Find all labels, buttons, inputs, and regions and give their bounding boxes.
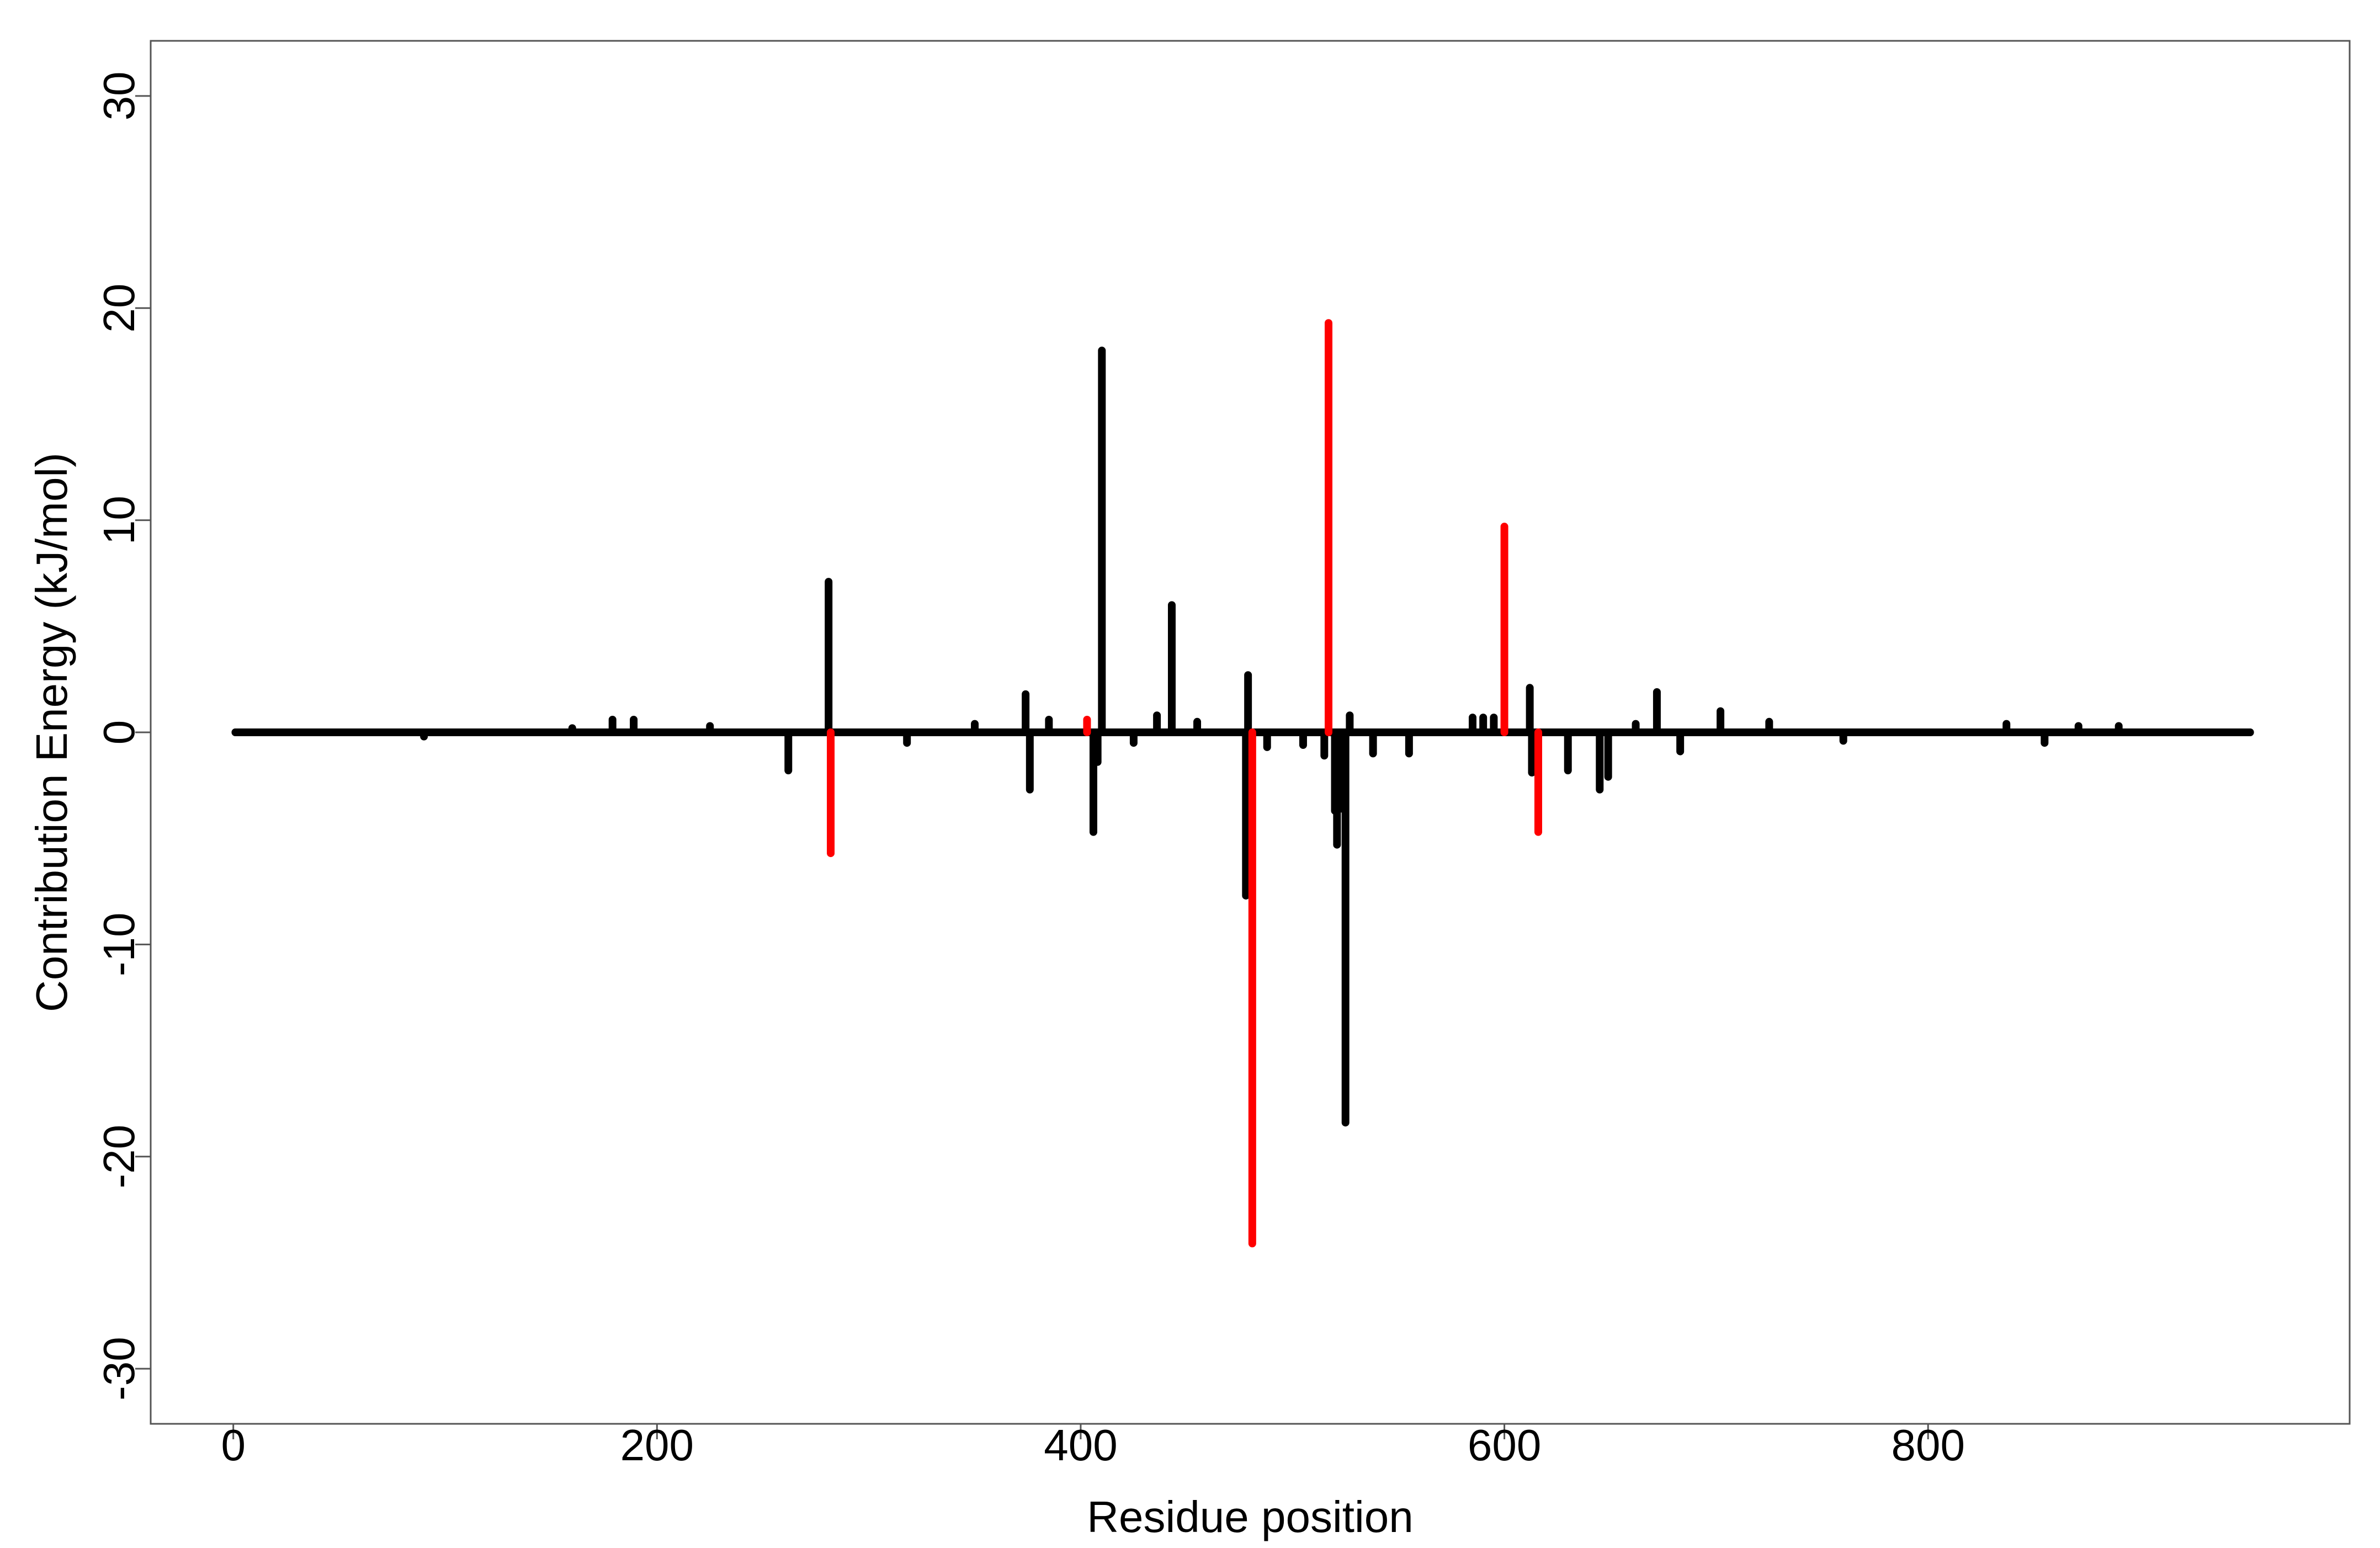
y-tick-label: -20 <box>94 1125 144 1189</box>
y-tick-label: -10 <box>94 913 144 977</box>
y-tick-label: 10 <box>94 496 144 545</box>
x-tick-label: 200 <box>620 1421 694 1470</box>
y-tick-label: 0 <box>94 720 144 745</box>
y-tick-label: 20 <box>94 284 144 333</box>
y-axis-label: Contribution Energy (kJ/mol) <box>27 453 76 1012</box>
x-axis-label: Residue position <box>1087 1492 1413 1541</box>
x-tick-label: 0 <box>221 1421 246 1470</box>
x-tick-label: 400 <box>1044 1421 1117 1470</box>
x-tick-label: 800 <box>1891 1421 1964 1470</box>
y-tick-label: -30 <box>94 1337 144 1401</box>
x-tick-label: 600 <box>1468 1421 1541 1470</box>
y-tick-label: 30 <box>94 71 144 120</box>
